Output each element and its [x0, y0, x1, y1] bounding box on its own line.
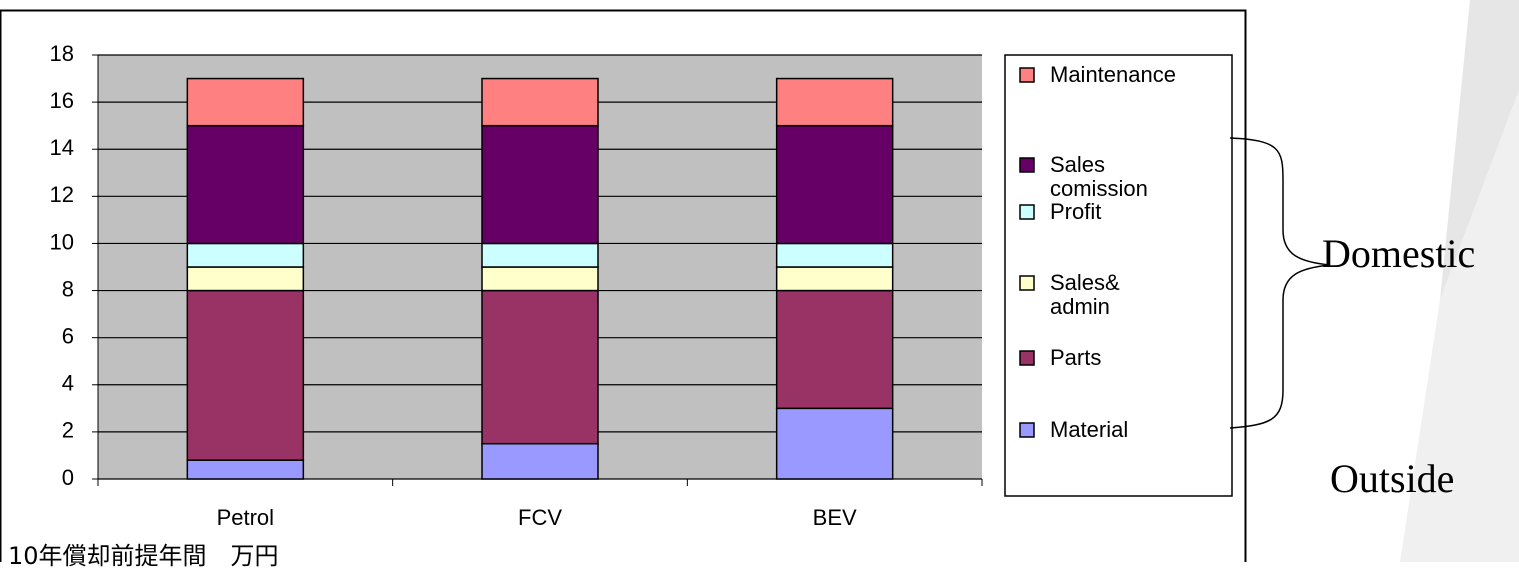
y-tick-label: 12 — [50, 182, 74, 207]
legend-label: Profit — [1050, 199, 1102, 224]
legend-swatch — [1019, 422, 1035, 438]
bar-segment — [186, 266, 305, 292]
y-tick-label: 0 — [62, 465, 74, 490]
y-tick-label: 14 — [50, 135, 74, 160]
y-tick-label: 10 — [50, 229, 74, 254]
bar-segment — [186, 77, 305, 127]
legend-swatch — [1019, 204, 1035, 220]
bar-segment — [481, 289, 599, 445]
y-tick-label: 4 — [62, 371, 74, 396]
bar-segment — [775, 289, 894, 410]
y-tick-label: 6 — [62, 323, 74, 348]
bar-segment — [481, 266, 599, 292]
note: 10年償却前提年間 万円 — [8, 542, 279, 570]
bar-segment — [481, 124, 599, 245]
legend-swatch — [1019, 350, 1035, 366]
legend-label: Sales& admin — [1050, 270, 1120, 319]
bar-segment — [775, 242, 894, 268]
x-tick-label: FCV — [518, 505, 562, 530]
legend-label: Sales comission — [1050, 152, 1148, 201]
y-tick-label: 8 — [62, 276, 74, 301]
legend-swatch — [1019, 275, 1035, 291]
bar-segment — [775, 124, 894, 245]
bar-segment — [775, 266, 894, 292]
legend-swatch — [1019, 67, 1035, 83]
bar-segment — [186, 124, 305, 245]
bar-segment — [481, 77, 599, 127]
brace — [1229, 137, 1331, 429]
legend-box — [1004, 54, 1233, 497]
y-tick-label: 2 — [62, 418, 74, 443]
x-tick-label: Petrol — [217, 505, 274, 530]
bar-segment — [775, 77, 894, 127]
bar-segment — [481, 442, 599, 480]
legend-label: Material — [1050, 417, 1129, 442]
bar-segment — [186, 242, 305, 268]
bar-segment — [775, 407, 894, 480]
x-tick-label: BEV — [813, 505, 857, 530]
decor — [1440, 0, 1519, 300]
y-tick-label: 18 — [50, 41, 74, 66]
legend-label: Parts — [1050, 345, 1102, 370]
annotation: Domestic — [1322, 231, 1476, 276]
annotation: Outside — [1330, 456, 1455, 501]
y-tick-label: 16 — [50, 88, 74, 113]
bar-segment — [186, 289, 305, 461]
legend-label: Maintenance — [1050, 62, 1176, 87]
decor — [1400, 90, 1519, 562]
legend-swatch — [1019, 157, 1035, 173]
bar-segment — [186, 459, 305, 480]
bar-segment — [481, 242, 599, 268]
